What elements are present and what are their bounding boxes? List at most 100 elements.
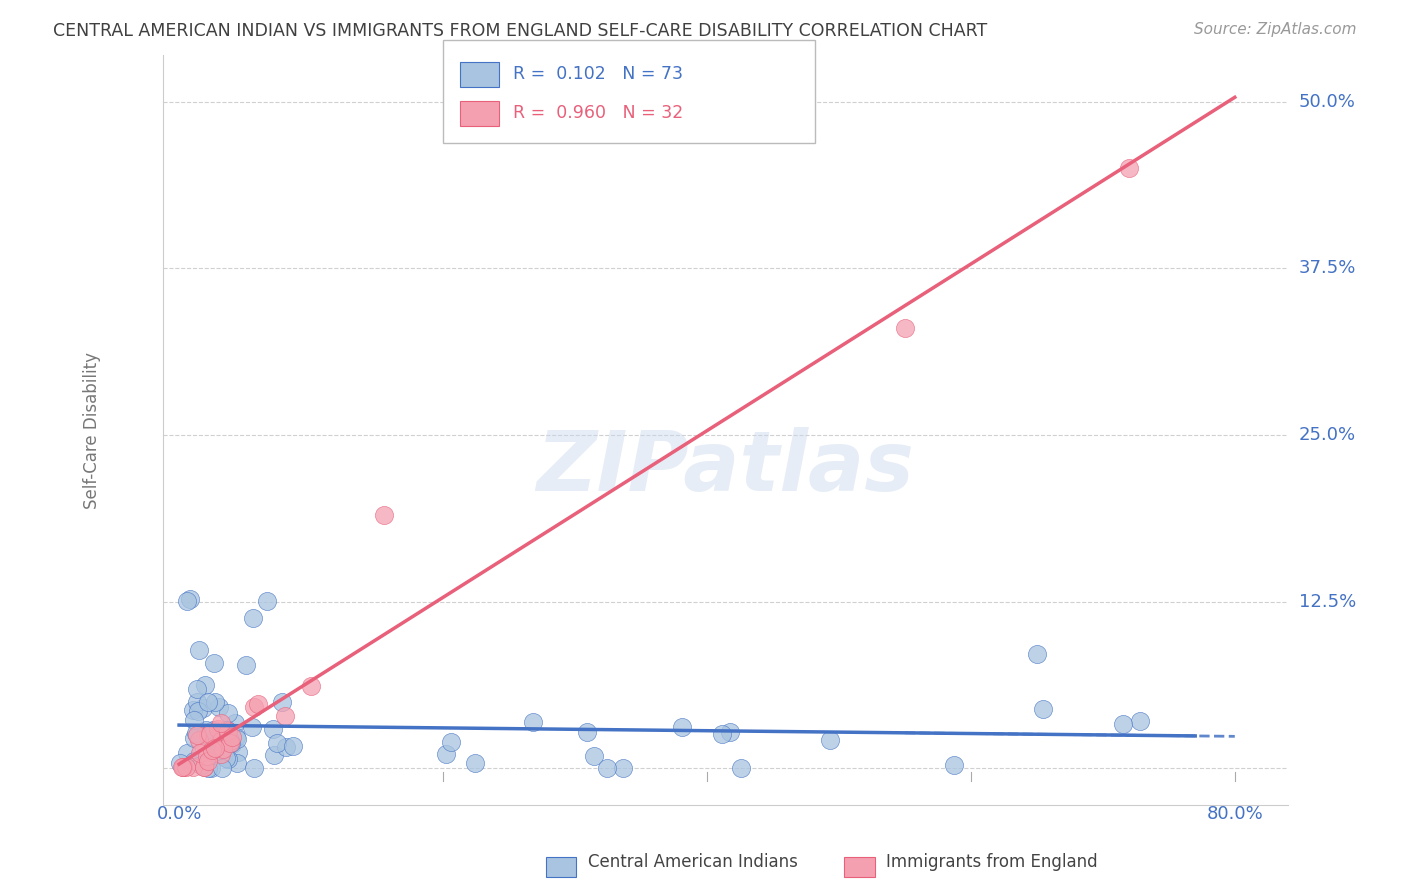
Point — [212, 726, 235, 740]
Point — [522, 714, 544, 729]
Point — [266, 735, 288, 749]
Point — [894, 321, 917, 335]
Point — [718, 725, 741, 739]
Point — [188, 642, 211, 657]
Point — [1129, 714, 1152, 728]
Point — [273, 708, 295, 723]
Point — [240, 721, 263, 735]
Point — [221, 730, 243, 744]
Point — [194, 723, 217, 737]
Point — [671, 720, 693, 734]
Point — [583, 748, 606, 763]
Point — [205, 742, 228, 756]
Point — [190, 758, 212, 772]
Point — [221, 738, 243, 752]
Point — [184, 726, 207, 740]
Point — [1118, 161, 1140, 176]
Point — [186, 728, 208, 742]
Point — [193, 760, 215, 774]
Point — [243, 700, 266, 714]
Point — [172, 760, 194, 774]
Point — [170, 760, 193, 774]
Point — [226, 756, 249, 770]
Text: Central American Indians: Central American Indians — [588, 853, 797, 871]
Point — [270, 694, 292, 708]
Point — [198, 730, 221, 744]
Point — [464, 756, 486, 770]
Point — [224, 716, 246, 731]
Point — [188, 746, 211, 760]
Point — [215, 751, 238, 765]
Point — [187, 732, 209, 747]
Point — [211, 761, 233, 775]
Text: 37.5%: 37.5% — [1299, 260, 1357, 277]
Point — [197, 761, 219, 775]
Point — [202, 657, 225, 671]
Point — [730, 761, 752, 775]
Point — [204, 694, 226, 708]
Text: CENTRAL AMERICAN INDIAN VS IMMIGRANTS FROM ENGLAND SELF-CARE DISABILITY CORRELAT: CENTRAL AMERICAN INDIAN VS IMMIGRANTS FR… — [53, 22, 987, 40]
Point — [1026, 648, 1049, 662]
Point — [943, 758, 966, 772]
Point — [219, 736, 242, 750]
Point — [201, 743, 224, 757]
Text: Self-Care Disability: Self-Care Disability — [83, 351, 101, 508]
Text: 0.0%: 0.0% — [156, 805, 201, 823]
Text: 80.0%: 80.0% — [1206, 805, 1263, 823]
Point — [201, 723, 224, 738]
Point — [235, 657, 257, 672]
Point — [596, 761, 619, 775]
Point — [263, 747, 285, 762]
Point — [208, 748, 231, 763]
Point — [247, 697, 270, 711]
Point — [181, 703, 204, 717]
Point — [217, 752, 239, 766]
Point — [193, 760, 215, 774]
Point — [172, 760, 194, 774]
Point — [1112, 717, 1135, 731]
Point — [242, 611, 264, 625]
Point — [281, 739, 304, 753]
Point — [187, 704, 209, 718]
Point — [225, 730, 247, 744]
Point — [207, 723, 229, 737]
Point — [195, 748, 218, 763]
Text: ZIPatlas: ZIPatlas — [537, 427, 914, 508]
Text: Source: ZipAtlas.com: Source: ZipAtlas.com — [1194, 22, 1357, 37]
Point — [612, 761, 634, 775]
Text: 25.0%: 25.0% — [1299, 426, 1355, 444]
Point — [211, 748, 233, 763]
Point — [200, 761, 222, 775]
Text: Immigrants from England: Immigrants from England — [886, 853, 1098, 871]
Point — [194, 678, 217, 692]
Point — [193, 701, 215, 715]
Point — [711, 727, 734, 741]
Point — [215, 723, 238, 738]
Point — [299, 679, 322, 693]
Point — [197, 695, 219, 709]
Point — [209, 715, 232, 730]
Point — [274, 739, 297, 754]
Point — [217, 723, 239, 738]
Point — [183, 754, 205, 768]
Point — [226, 732, 249, 747]
Point — [198, 726, 221, 740]
Point — [174, 760, 197, 774]
Text: 50.0%: 50.0% — [1299, 93, 1355, 111]
Point — [576, 725, 599, 739]
Point — [197, 754, 219, 768]
Text: 12.5%: 12.5% — [1299, 592, 1355, 610]
Point — [183, 731, 205, 745]
Point — [201, 748, 224, 763]
Point — [209, 747, 232, 761]
Point — [194, 750, 217, 764]
Point — [219, 734, 242, 748]
Point — [440, 735, 463, 749]
Point — [228, 746, 250, 760]
Point — [183, 713, 205, 727]
Point — [186, 681, 208, 696]
Point — [204, 740, 226, 755]
Text: R =  0.102   N = 73: R = 0.102 N = 73 — [513, 65, 683, 83]
Point — [262, 722, 284, 736]
Point — [208, 700, 231, 714]
